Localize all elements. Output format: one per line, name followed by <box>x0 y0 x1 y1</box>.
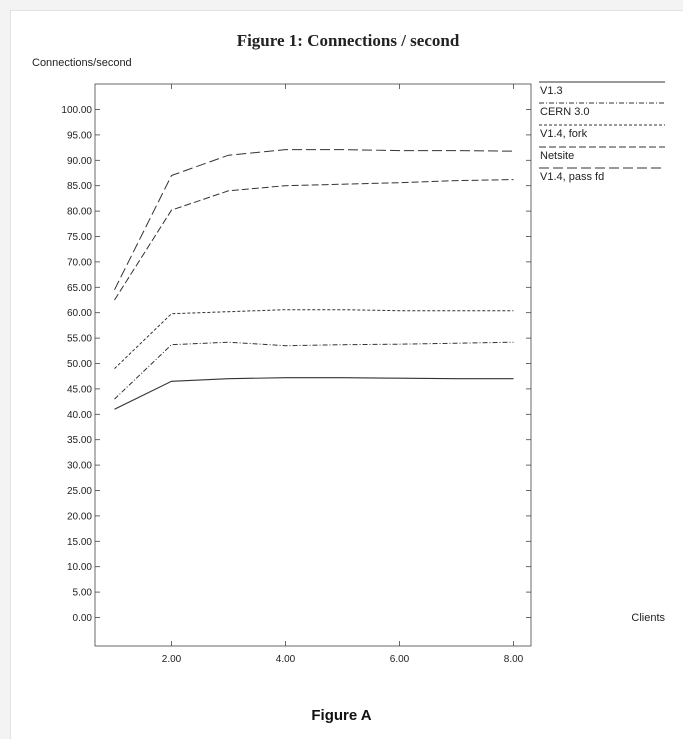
y-tick-label: 45.00 <box>67 384 92 395</box>
y-tick-label: 15.00 <box>67 537 92 548</box>
series-line-5 <box>114 149 514 291</box>
x-tick-label: 8.00 <box>504 654 524 665</box>
legend-label-4: Netsite <box>540 150 574 162</box>
y-tick-label: 65.00 <box>67 283 92 294</box>
y-tick-label: 10.00 <box>67 562 92 573</box>
y-tick-label: 55.00 <box>67 334 92 345</box>
y-tick-label: 5.00 <box>73 588 93 599</box>
y-tick-label: 60.00 <box>67 308 92 319</box>
x-axis-label: Clients <box>631 612 665 624</box>
series-line-4 <box>114 179 514 301</box>
y-tick-label: 0.00 <box>73 613 93 624</box>
chart-title: Figure 1: Connections / second <box>237 31 460 50</box>
plot-frame <box>94 83 532 647</box>
y-tick-label: 80.00 <box>67 207 92 218</box>
y-axis-label: Connections/second <box>32 57 132 69</box>
series-line-3 <box>114 309 514 369</box>
y-tick-label: 100.00 <box>61 105 92 116</box>
x-tick-label: 2.00 <box>162 654 182 665</box>
y-tick-label: 70.00 <box>67 257 92 268</box>
series-line-2 <box>114 341 514 400</box>
y-tick-label: 25.00 <box>67 486 92 497</box>
y-tick-label: 20.00 <box>67 511 92 522</box>
y-tick-label: 50.00 <box>67 359 92 370</box>
y-tick-label: 30.00 <box>67 461 92 472</box>
y-tick-label: 85.00 <box>67 181 92 192</box>
legend-label-2: CERN 3.0 <box>540 106 590 118</box>
figure-card <box>10 10 683 739</box>
y-tick-label: 35.00 <box>67 435 92 446</box>
legend-label-3: V1.4, fork <box>540 128 588 140</box>
y-tick-label: 40.00 <box>67 410 92 421</box>
x-tick-label: 6.00 <box>390 654 410 665</box>
x-tick-label: 4.00 <box>276 654 296 665</box>
series-line-1 <box>114 377 514 410</box>
chart: Figure 1: Connections / second Connectio… <box>32 31 665 665</box>
legend-label-1: V1.3 <box>540 85 563 97</box>
figure-caption: Figure A <box>311 707 372 724</box>
y-tick-label: 90.00 <box>67 156 92 167</box>
y-tick-label: 95.00 <box>67 130 92 141</box>
y-tick-label: 75.00 <box>67 232 92 243</box>
legend-label-5: V1.4, pass fd <box>540 171 604 183</box>
